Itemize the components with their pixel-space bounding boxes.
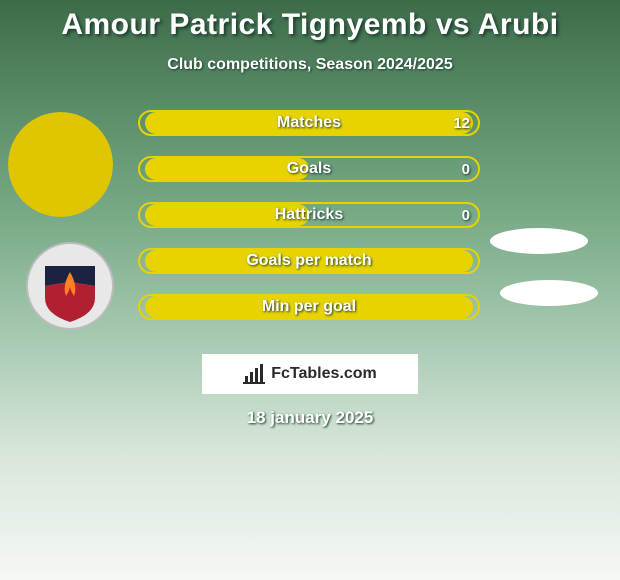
club-badge-left	[20, 242, 120, 330]
player-left-avatar	[8, 112, 113, 217]
brand-text: FcTables.com	[271, 365, 377, 383]
stat-bar-label: Matches	[138, 110, 480, 136]
player-right-avatar-slice	[490, 228, 588, 254]
stat-bar-row: Goals0	[138, 156, 480, 182]
brand-box: FcTables.com	[202, 354, 418, 394]
subtitle: Club competitions, Season 2024/2025	[0, 56, 620, 74]
stat-bar-label: Min per goal	[138, 294, 480, 320]
stat-bar-row: Matches12	[138, 110, 480, 136]
stat-bars: Matches12Goals0Hattricks0Goals per match…	[138, 110, 480, 340]
stat-bar-row: Goals per match	[138, 248, 480, 274]
stat-bar-row: Min per goal	[138, 294, 480, 320]
player-right-avatar-slice	[500, 280, 598, 306]
stat-bar-label: Goals per match	[138, 248, 480, 274]
bar-chart-icon	[243, 364, 265, 384]
stat-bar-row: Hattricks0	[138, 202, 480, 228]
comparison-area: Matches12Goals0Hattricks0Goals per match…	[0, 104, 620, 344]
stat-bar-value: 0	[462, 202, 470, 228]
page-title: Amour Patrick Tignyemb vs Arubi	[0, 0, 620, 42]
date-text: 18 january 2025	[0, 408, 620, 428]
stat-bar-value: 12	[453, 110, 470, 136]
stat-bar-label: Hattricks	[138, 202, 480, 228]
stat-bar-label: Goals	[138, 156, 480, 182]
stat-bar-value: 0	[462, 156, 470, 182]
